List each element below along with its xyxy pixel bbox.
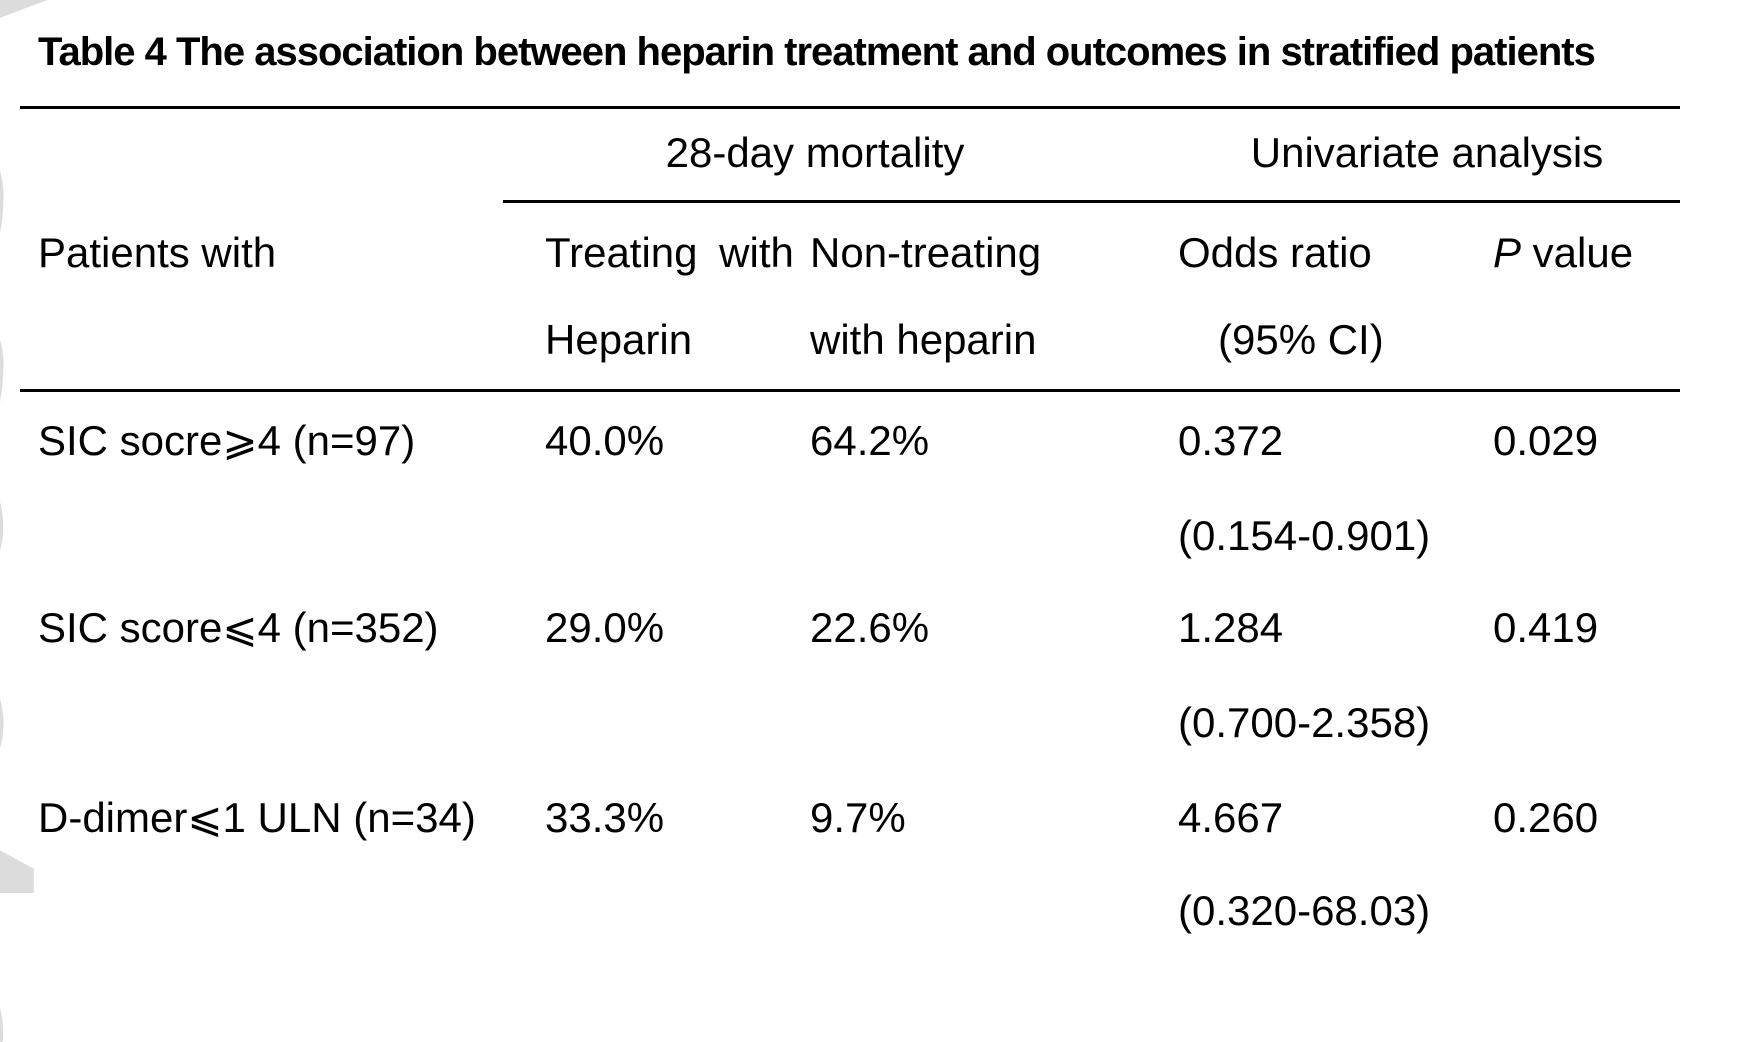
row-2-odds-ratio: 4.667 <box>1178 794 1284 841</box>
row-0-non-treating: 64.2% <box>810 417 930 464</box>
row-2-ci: (0.320-68.03) <box>1178 887 1431 934</box>
row-2-label: D-dimer⩽1 ULN (n=34) <box>38 794 476 841</box>
rule-header-span <box>503 200 1680 203</box>
row-1-non-treating: 22.6% <box>810 604 930 651</box>
column-header-non-treating: Non-treating <box>810 229 1042 276</box>
table-row: SIC score⩽4 (n=352) 29.0% 22.6% 1.284 0.… <box>0 603 1746 663</box>
row-2-p-value: 0.260 <box>1493 794 1599 841</box>
column-header-treating: Treating with <box>545 229 794 276</box>
rule-top <box>20 106 1680 109</box>
table-title: Table 4 The association between heparin … <box>38 30 1596 74</box>
group-header-mortality: 28-day mortality <box>665 129 965 176</box>
column-header-odds-ratio: Odds ratio <box>1178 229 1372 276</box>
group-header-row: 28-day mortality Univariate analysis <box>0 128 1746 188</box>
rule-mid <box>20 389 1680 392</box>
row-1-label: SIC score⩽4 (n=352) <box>38 604 439 651</box>
column-header-treating-line2: Heparin <box>545 316 693 363</box>
column-header-patients: Patients with <box>38 229 277 276</box>
column-header-row-1: Patients with Treating with Non-treating… <box>0 228 1746 288</box>
column-header-p-value: P value <box>1493 229 1634 276</box>
row-0-treating: 40.0% <box>545 417 665 464</box>
column-header-row-2: Heparin with heparin (95% CI) <box>0 315 1746 375</box>
row-1-p-value: 0.419 <box>1493 604 1599 651</box>
table-row: D-dimer⩽1 ULN (n=34) 33.3% 9.7% 4.667 0.… <box>0 793 1746 853</box>
row-1-odds-ratio: 1.284 <box>1178 604 1284 651</box>
row-1-treating: 29.0% <box>545 604 665 651</box>
column-header-non-treating-line2: with heparin <box>810 316 1037 363</box>
table-row-ci: (0.700-2.358) <box>0 698 1746 758</box>
table-row-ci: (0.320-68.03) <box>0 886 1746 946</box>
row-0-label: SIC socre⩾4 (n=97) <box>38 417 416 464</box>
row-2-non-treating: 9.7% <box>810 794 906 841</box>
row-2-treating: 33.3% <box>545 794 665 841</box>
row-0-ci: (0.154-0.901) <box>1178 512 1431 559</box>
row-0-p-value: 0.029 <box>1493 417 1599 464</box>
row-0-odds-ratio: 0.372 <box>1178 417 1284 464</box>
row-1-ci: (0.700-2.358) <box>1178 699 1431 746</box>
column-header-ci: (95% CI) <box>1218 316 1384 363</box>
table-row-ci: (0.154-0.901) <box>0 511 1746 571</box>
group-header-univariate: Univariate analysis <box>1250 129 1604 176</box>
table-row: SIC socre⩾4 (n=97) 40.0% 64.2% 0.372 0.0… <box>0 416 1746 476</box>
